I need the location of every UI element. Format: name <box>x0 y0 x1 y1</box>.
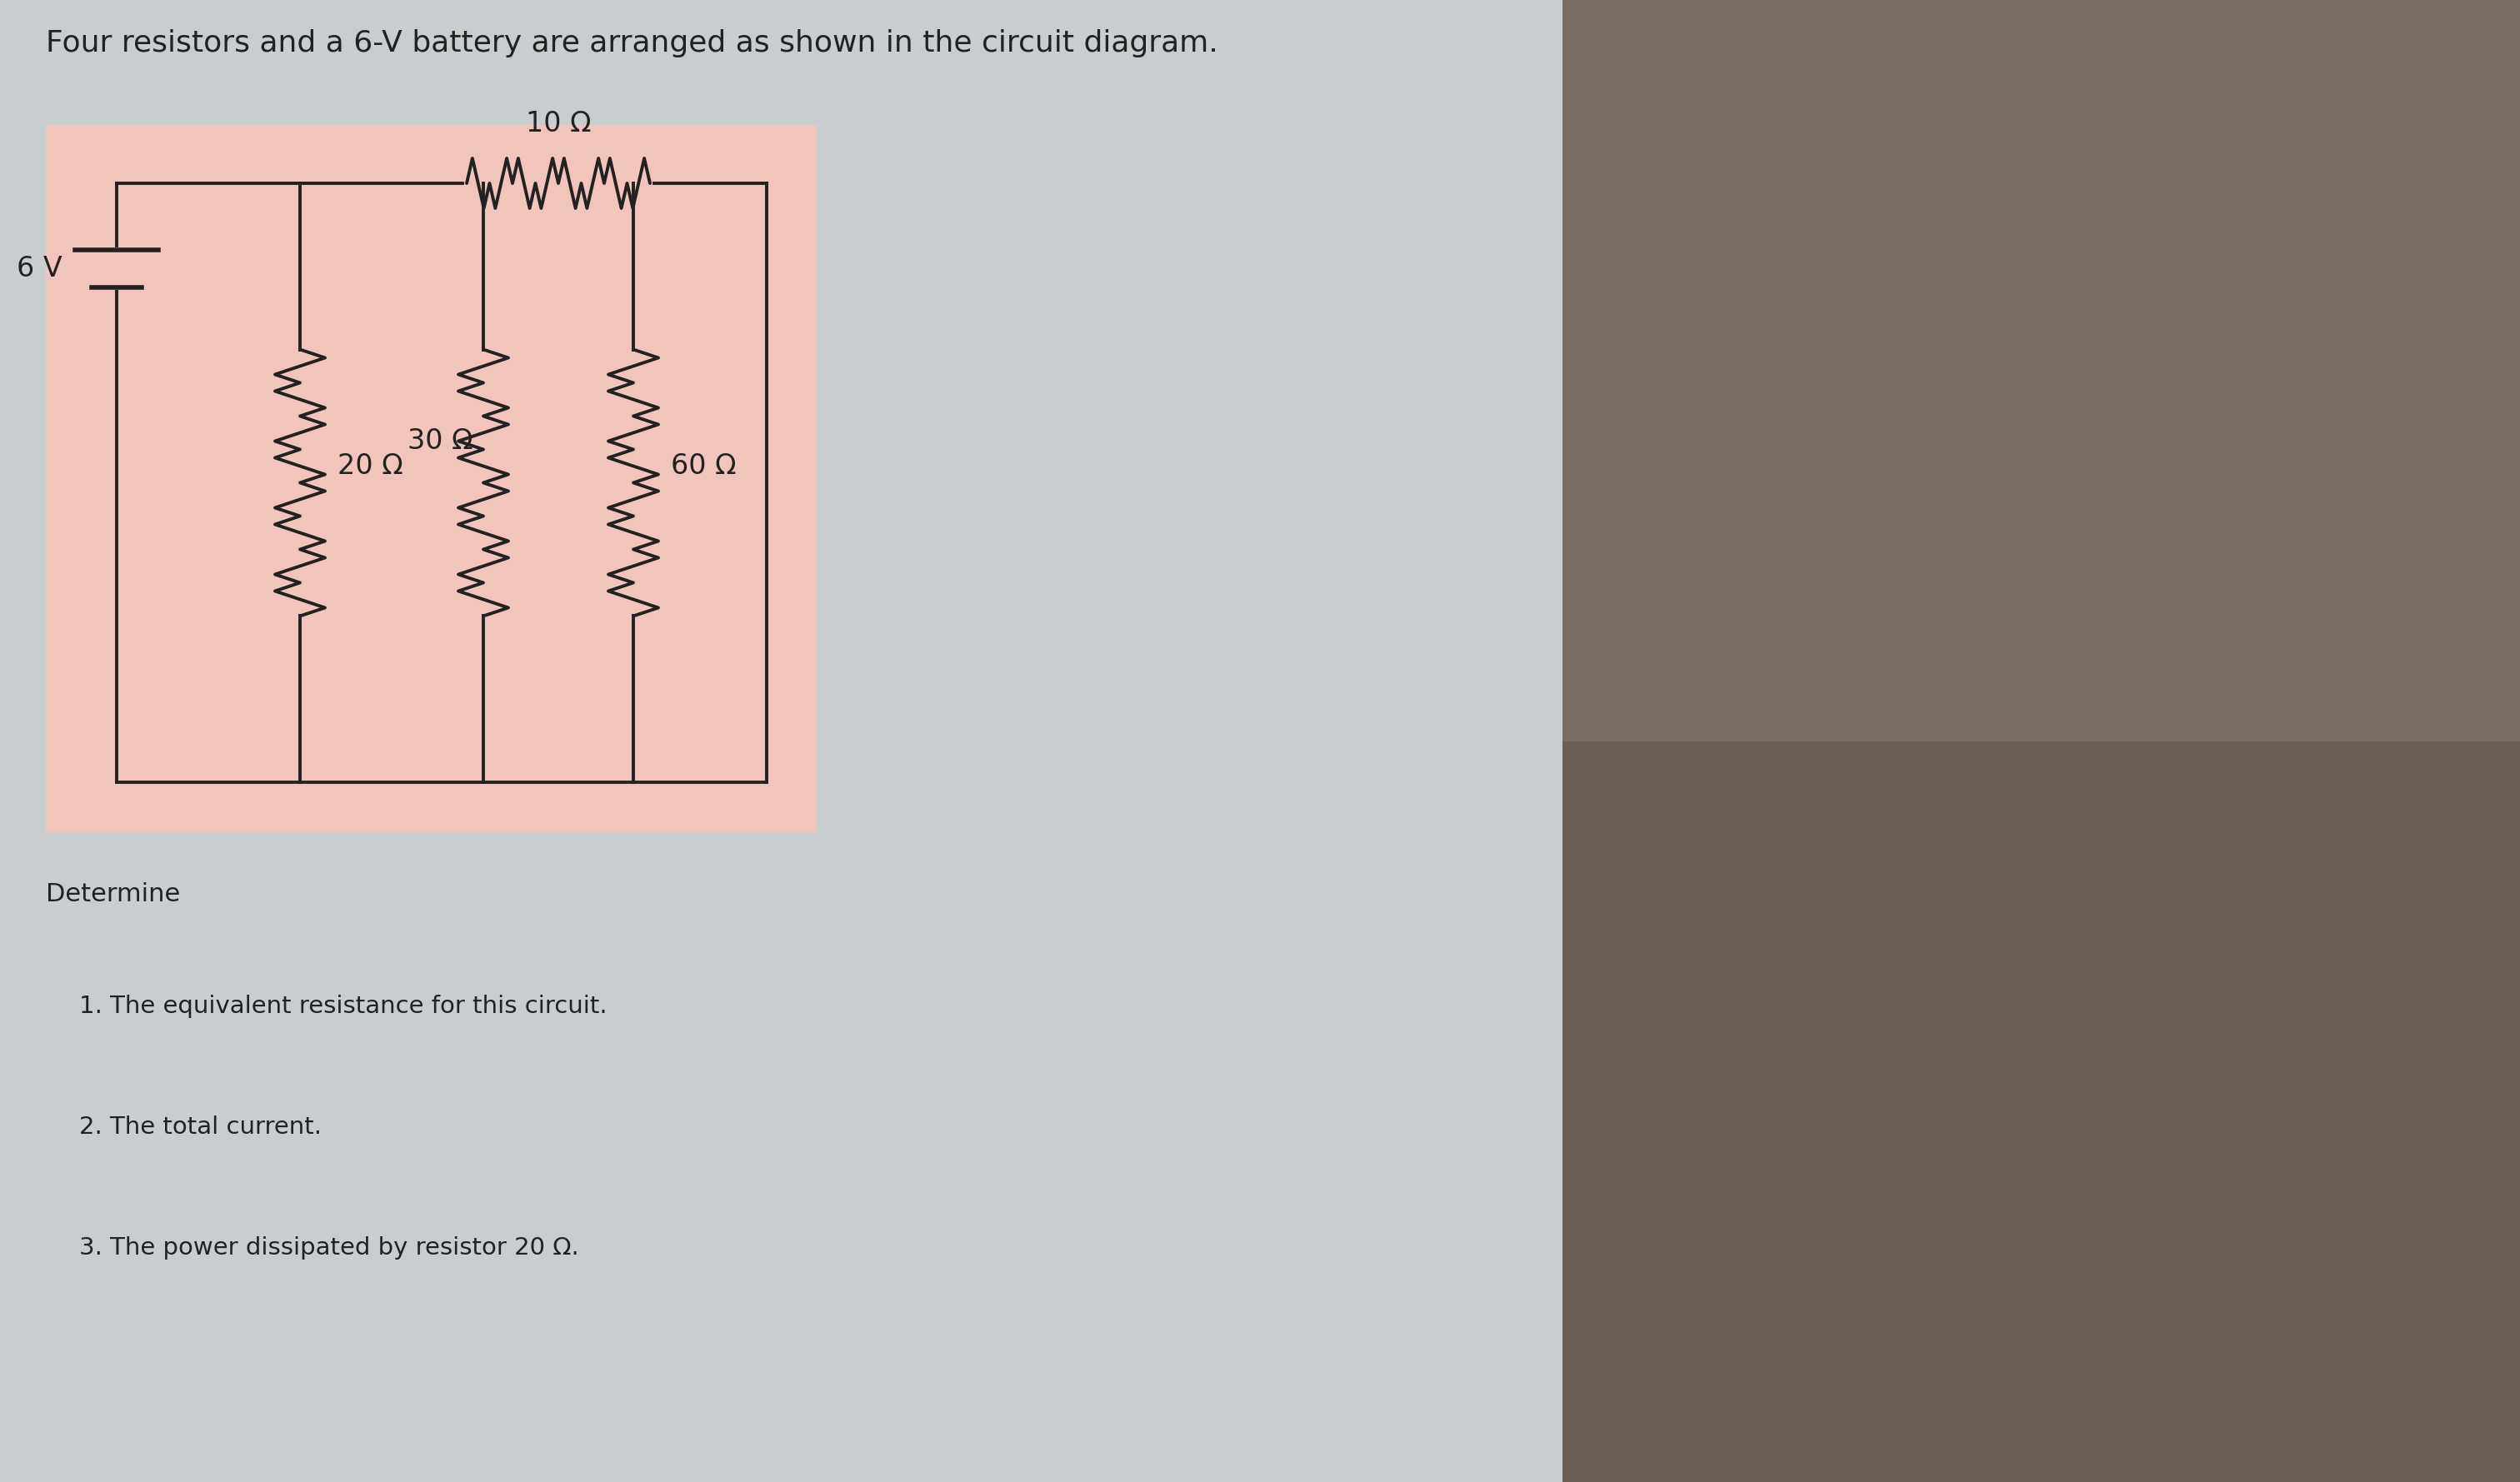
Text: 10 Ω: 10 Ω <box>527 110 592 138</box>
Text: 6 V: 6 V <box>18 255 63 283</box>
Bar <box>1562 0 2520 1482</box>
Bar <box>45 124 816 833</box>
Bar <box>1562 741 2520 1482</box>
Text: 1. The equivalent resistance for this circuit.: 1. The equivalent resistance for this ci… <box>78 994 607 1018</box>
Text: 2. The total current.: 2. The total current. <box>78 1116 323 1138</box>
Text: 20 Ω: 20 Ω <box>338 452 403 480</box>
Text: 30 Ω: 30 Ω <box>408 427 474 455</box>
Text: 60 Ω: 60 Ω <box>670 452 736 480</box>
Text: Determine: Determine <box>45 882 181 907</box>
Text: 3. The power dissipated by resistor 20 Ω.: 3. The power dissipated by resistor 20 Ω… <box>78 1236 580 1260</box>
Bar <box>0 0 1562 1482</box>
Text: Four resistors and a 6-V battery are arranged as shown in the circuit diagram.: Four resistors and a 6-V battery are arr… <box>45 30 1217 58</box>
